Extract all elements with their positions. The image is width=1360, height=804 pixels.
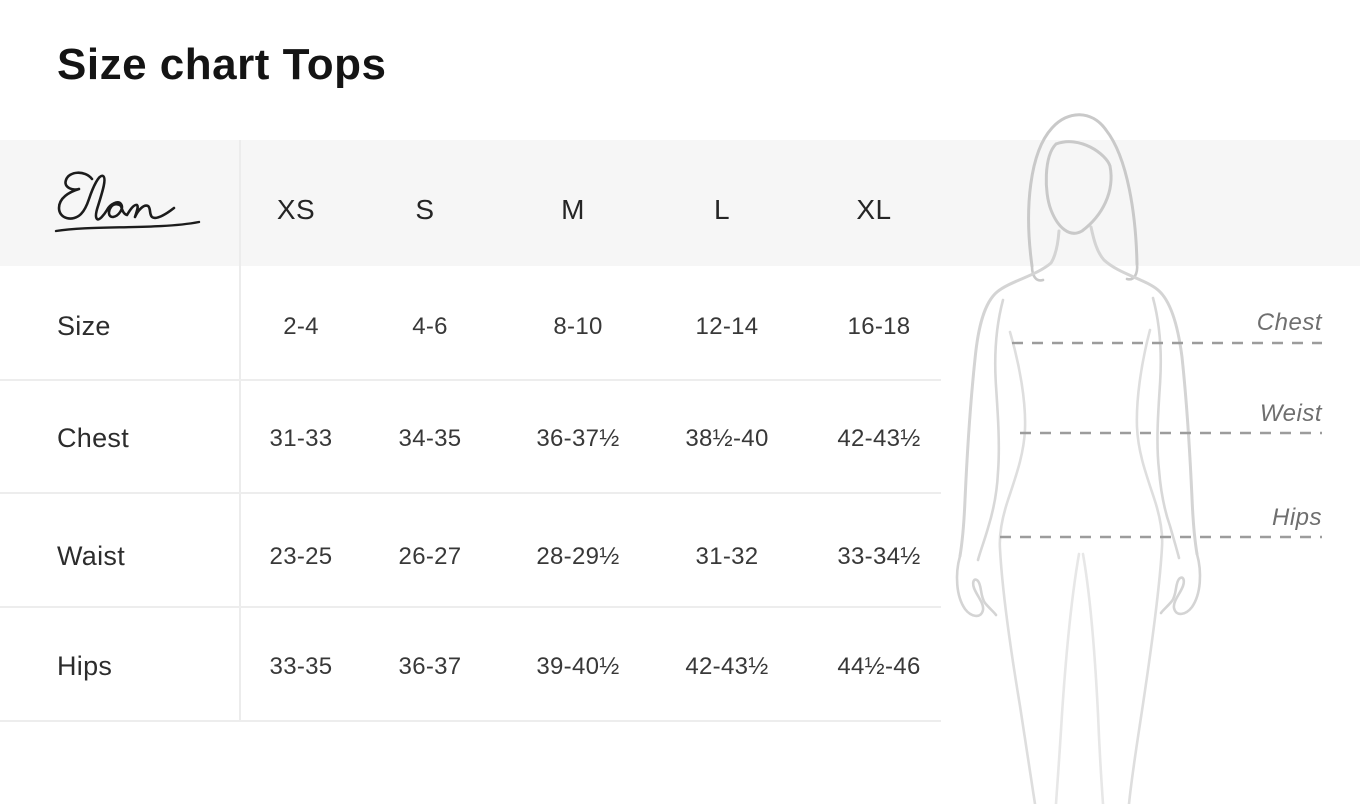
cell-hips-xl: 44½-46 [837, 653, 921, 680]
figure-label-chest: Chest [1256, 309, 1322, 336]
row-label-hips: Hips [57, 651, 113, 681]
row-separator [0, 606, 941, 608]
cell-hips-m: 39-40½ [536, 653, 620, 680]
cell-hips-s: 36-37 [398, 653, 462, 680]
table-column-divider [239, 140, 241, 721]
column-header-l: L [713, 194, 731, 225]
cell-waist-m: 28-29½ [536, 543, 620, 570]
row-separator [0, 492, 941, 494]
page-title: Size chart Tops [57, 40, 387, 89]
cell-chest-xl: 42-43½ [837, 425, 921, 452]
cell-waist-s: 26-27 [398, 543, 462, 570]
column-header-s: S [415, 194, 435, 225]
cell-chest-xs: 31-33 [269, 425, 333, 452]
cell-size-l: 12-14 [695, 313, 759, 340]
column-header-xs: XS [276, 194, 316, 225]
row-label-waist: Waist [57, 541, 125, 571]
cell-waist-xl: 33-34½ [837, 543, 921, 570]
row-label-chest: Chest [57, 423, 130, 453]
brand-logo [52, 164, 202, 246]
female-silhouette-icon [955, 113, 1322, 804]
row-label-size: Size [57, 311, 111, 341]
row-separator [0, 379, 941, 381]
cell-chest-l: 38½-40 [685, 425, 769, 452]
column-header-m: M [561, 194, 585, 225]
cell-size-m: 8-10 [553, 313, 603, 340]
row-separator [0, 720, 941, 722]
figure-label-waist: Weist [1259, 400, 1322, 427]
cell-size-xs: 2-4 [283, 313, 319, 340]
cell-chest-s: 34-35 [398, 425, 462, 452]
figure-label-hips: Hips [1271, 504, 1322, 531]
cell-chest-m: 36-37½ [536, 425, 620, 452]
cell-hips-l: 42-43½ [685, 653, 769, 680]
column-header-xl: XL [856, 194, 892, 225]
cell-hips-xs: 33-35 [269, 653, 333, 680]
elan-signature-icon [54, 171, 201, 233]
cell-size-s: 4-6 [412, 313, 448, 340]
measurement-figure [940, 104, 1360, 804]
cell-waist-xs: 23-25 [269, 543, 333, 570]
cell-size-xl: 16-18 [847, 313, 911, 340]
cell-waist-l: 31-32 [695, 543, 759, 570]
